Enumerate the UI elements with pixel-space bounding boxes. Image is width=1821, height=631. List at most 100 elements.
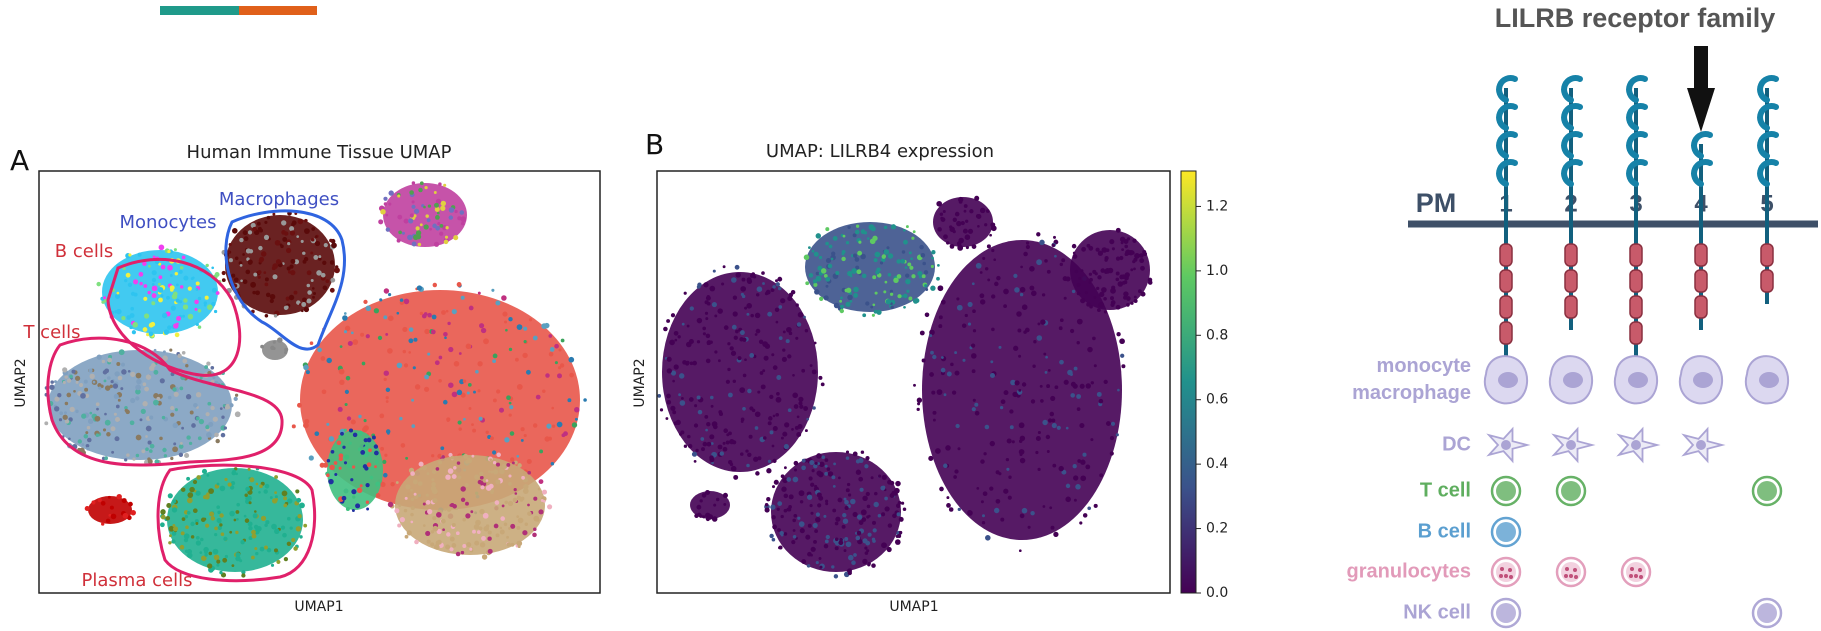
cell-point (336, 440, 342, 446)
cell-point (723, 502, 727, 506)
cell-point (169, 534, 172, 538)
cell-point (693, 460, 697, 463)
cell-point (205, 425, 210, 430)
cell-point (833, 302, 840, 309)
cell-point (1076, 282, 1081, 287)
cell-point (812, 279, 818, 284)
cell-icon (1483, 355, 1529, 405)
cell-point (314, 431, 320, 437)
cell-point (148, 264, 151, 268)
cell-point (299, 502, 305, 509)
cell-point (499, 468, 505, 475)
cell-point (94, 415, 101, 422)
cell-point (1079, 521, 1083, 525)
cell-point (141, 449, 146, 454)
cell-point (265, 292, 271, 298)
cell-point (725, 440, 730, 445)
cell-point (477, 361, 483, 367)
cell-type-label: NK cell (1403, 601, 1471, 623)
x-axis-label: UMAP1 (294, 599, 343, 615)
cell-point (522, 530, 528, 536)
cell-point (410, 471, 415, 476)
cell-point (172, 499, 177, 504)
cell-point (460, 497, 466, 502)
cell-point (762, 282, 765, 285)
cell-point (182, 304, 189, 310)
cell-point (506, 462, 511, 467)
cell-point (462, 544, 467, 548)
cell-point (413, 492, 417, 496)
cell-point (1003, 488, 1009, 494)
cell-point (946, 241, 950, 245)
cell-point (302, 297, 307, 303)
cell-point (274, 475, 279, 479)
cell-point (110, 379, 114, 384)
cell-point (733, 335, 738, 340)
nucleus (1496, 522, 1516, 542)
cell-point (1037, 467, 1041, 471)
cell-point (178, 269, 183, 274)
cell-point (990, 373, 995, 378)
cell-point (1082, 452, 1087, 457)
cell-point (388, 293, 392, 297)
cell-point (931, 390, 936, 395)
cell-point (322, 285, 328, 290)
cell-point (1042, 505, 1046, 508)
cell-point (1048, 418, 1053, 423)
cell-body (1555, 556, 1587, 588)
cell-point (385, 396, 389, 400)
cell-point (681, 322, 685, 326)
cell-point (285, 247, 292, 254)
cell-point (1097, 250, 1104, 256)
cell-point (744, 306, 748, 310)
cell-point (371, 466, 375, 470)
cell-point (844, 499, 849, 505)
cell-point (191, 423, 196, 428)
cell-point (1142, 251, 1148, 257)
cell-point (905, 278, 911, 285)
cell-point (522, 488, 529, 494)
cell-point (250, 222, 256, 228)
cell-point (821, 455, 826, 459)
cell-point (524, 522, 529, 526)
cell-point (170, 412, 175, 417)
cell-point (379, 413, 385, 419)
itim-motif (1760, 269, 1774, 293)
nucleus (1631, 440, 1641, 450)
cell-point (801, 368, 806, 373)
cell-point (254, 547, 258, 551)
nucleus (1496, 481, 1516, 501)
cell-point (109, 384, 113, 389)
cell-body (1620, 556, 1652, 588)
cell-point (834, 521, 839, 526)
cell-point (1003, 304, 1007, 308)
granule (1509, 575, 1513, 579)
cell-point (856, 514, 863, 520)
cell-point (224, 477, 228, 482)
cell-point (128, 253, 132, 257)
cell-point (801, 559, 807, 565)
cell-point (769, 394, 774, 400)
cell-point (1021, 304, 1028, 310)
cell-point (145, 425, 152, 432)
cell-point (403, 218, 409, 224)
cell-point (815, 561, 819, 565)
cell-point (457, 475, 462, 480)
cell-point (837, 497, 843, 503)
cell-point (1085, 464, 1091, 470)
cell-point (172, 446, 178, 453)
cell-point (1030, 511, 1035, 516)
cell-point (159, 378, 165, 384)
cell-point (184, 515, 189, 519)
cell-point (383, 196, 388, 201)
cell-point (516, 525, 521, 530)
cell-point (675, 419, 681, 426)
cell-point (499, 529, 505, 535)
x-axis-label: UMAP1 (889, 599, 938, 615)
cell-point (273, 314, 278, 318)
cell-point (233, 396, 238, 402)
cell-point (744, 358, 747, 362)
cell-point (411, 398, 415, 402)
cell-point (109, 505, 114, 510)
cell-point (365, 482, 370, 488)
